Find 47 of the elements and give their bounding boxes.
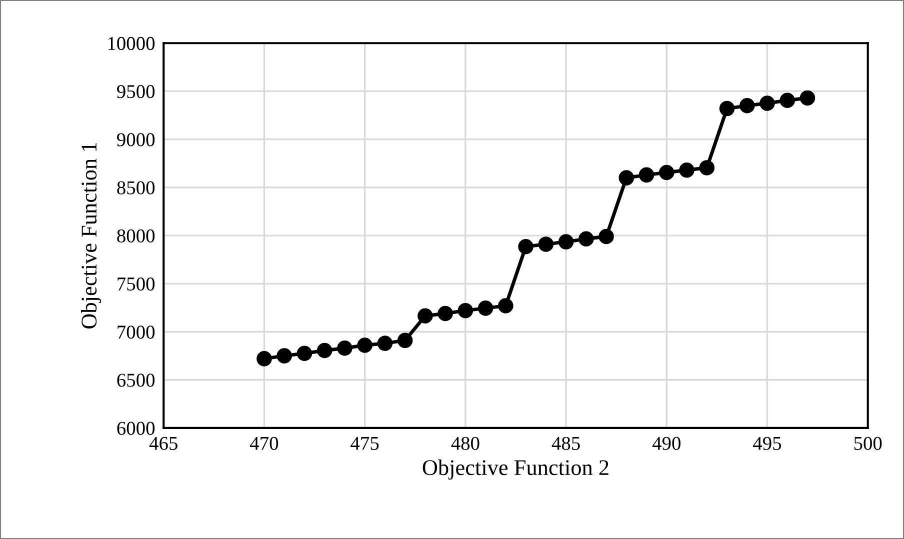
point <box>618 170 634 186</box>
point <box>518 238 534 254</box>
point <box>578 231 594 247</box>
x-tick-label: 485 <box>552 436 580 450</box>
point <box>256 351 272 366</box>
y-tick-label: 7000 <box>118 326 155 339</box>
point <box>498 298 514 314</box>
point <box>658 164 674 180</box>
y-tick-label: 6500 <box>117 374 155 387</box>
point <box>357 338 372 353</box>
point <box>739 98 755 114</box>
point <box>458 302 474 318</box>
x-tick-label: 495 <box>753 436 782 450</box>
x-axis-title: Objective Function 2 <box>422 459 608 480</box>
point <box>418 308 433 324</box>
x-tick-label: 465 <box>149 436 178 450</box>
point <box>538 236 554 252</box>
point <box>397 332 413 348</box>
x-tick-label: 490 <box>652 436 680 450</box>
point <box>638 167 654 183</box>
y-tick-label: 8500 <box>117 181 155 194</box>
point <box>598 228 614 244</box>
y-tick-label: 6000 <box>117 422 155 435</box>
point <box>679 162 694 178</box>
y-tick-label: 9000 <box>117 133 155 146</box>
point <box>478 300 494 316</box>
point <box>337 340 352 356</box>
x-tick-label: 475 <box>350 436 379 450</box>
x-tick-label: 480 <box>451 436 480 450</box>
point <box>438 306 453 322</box>
point <box>760 96 775 111</box>
point <box>780 92 795 108</box>
y-tick-label: 10000 <box>108 36 155 50</box>
x-tick-label: 470 <box>250 436 278 450</box>
point <box>558 234 574 250</box>
point <box>276 348 292 364</box>
point <box>699 160 715 176</box>
y-tick-label: 7500 <box>118 277 155 291</box>
point <box>316 342 332 358</box>
y-axis-title: Objective Function 1 <box>80 143 102 328</box>
point <box>719 100 735 116</box>
point <box>377 336 393 351</box>
point <box>800 90 816 106</box>
y-tick-label: 8000 <box>117 229 155 242</box>
point <box>296 346 312 362</box>
y-tick-label: 9500 <box>117 85 155 98</box>
x-tick-label: 500 <box>854 436 882 450</box>
